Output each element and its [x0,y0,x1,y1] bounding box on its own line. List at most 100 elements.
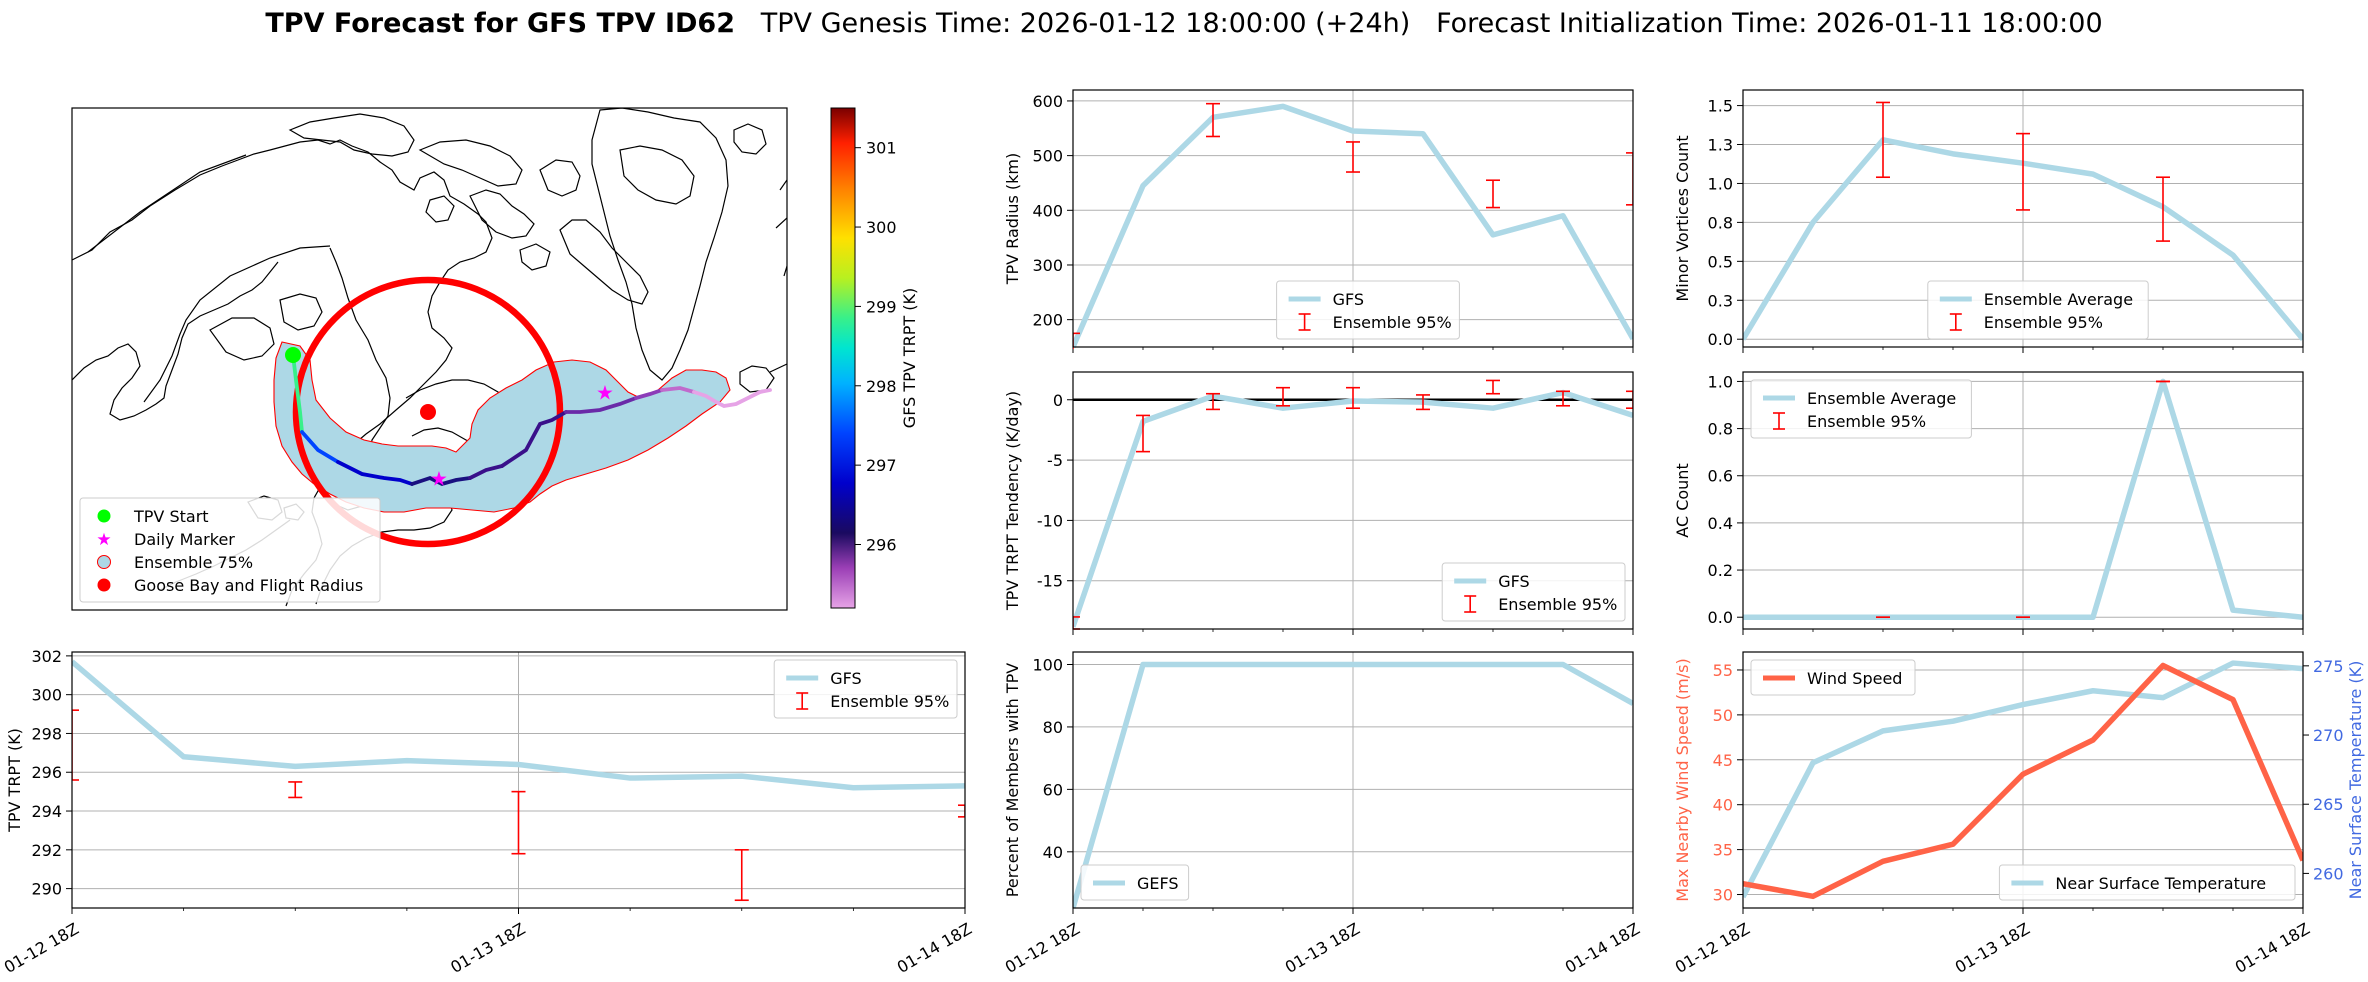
y-axis-label: Max Nearby Wind Speed (m/s) [1673,658,1692,901]
legend-ensemble-label: Ensemble 75% [134,553,253,572]
y-tick-label: 300 [1032,256,1063,275]
y-tick-label: 600 [1032,92,1063,111]
legend: Wind Speed [1750,659,1916,696]
x-tick-label: 01-14 18Z [1562,919,1643,977]
errorbar [288,781,303,799]
errorbar [1876,101,1890,179]
legend-box [1927,280,2149,340]
y-tick-label: 1.3 [1708,136,1733,155]
errorbar [1556,390,1570,407]
y-tick-label: 0.8 [1708,213,1733,232]
legend-label: Ensemble 95% [1807,412,1926,431]
y-tick-label: 298 [31,724,62,743]
arctic-islands-3 [469,189,535,239]
y-tick-label: 1.0 [1708,372,1733,391]
y-axis-label: Minor Vortices Count [1673,135,1692,301]
y-tick-label: -15 [1037,572,1063,591]
legend-box [1441,562,1626,622]
y-tick-label: 0.0 [1708,330,1733,349]
daily-marker-star-1: ★ [430,467,448,491]
title-genesis: TPV Genesis Time: 2026-01-12 18:00:00 (+… [760,8,1411,39]
map-frame [71,107,788,611]
colorbar-tick-label: 297 [866,456,897,475]
x-tick-label: 01-13 18Z [1282,919,1363,977]
y-tick-label: 0.5 [1708,252,1733,271]
colorbar-ticks: 296 297 298 299 300 301 [855,139,897,555]
y-tick-label: 290 [31,880,62,899]
errorbar [1206,102,1220,138]
plot-frame [1742,651,2304,909]
track-seg-1 [291,353,304,434]
legend-label: GFS [1333,290,1364,309]
arctic-islands-4 [539,159,581,197]
colorbar-tick-label: 299 [866,297,897,316]
y-tick-label: 45 [1713,751,1733,770]
legend-daily-marker-icon: ★ [96,530,111,550]
iceland-2 [739,365,775,393]
legend: GFS Ensemble 95% [1441,562,1626,622]
y-tick-label: 1.5 [1708,97,1733,116]
colorbar-tick-label: 300 [866,218,897,237]
arctic-islands-1 [288,113,415,157]
y-tick-label: 200 [1032,311,1063,330]
chart-tendency: 0 -5 -10 -15 TPV TRPT Tendency (K/day) GFS Ens… [1003,371,1634,635]
legend-label: Ensemble Average [1807,389,1956,408]
errorbar [511,790,526,855]
map-legend-box [79,497,381,603]
y-tick-label: 60 [1043,780,1063,799]
y-tick-label: 100 [1032,655,1063,674]
legend-label: GFS [1498,572,1529,591]
colorbar-tick-label: 296 [866,536,897,555]
y-tick-label: 40 [1713,796,1733,815]
colorbar [830,107,856,609]
title-bold: TPV Forecast for GFS TPV ID62 [265,8,735,39]
plot-content [1073,379,1633,630]
legend-tpv-start-icon [97,509,111,523]
errorbar [1416,394,1430,411]
plot-frame [71,651,966,909]
y-axis-label: Percent of Members with TPV [1003,663,1022,897]
goose-bay-marker [420,404,436,420]
legend-tpv-start-label: TPV Start [133,507,209,526]
x-tick-label: 01-13 18Z [447,919,528,977]
track-seg-2 [300,430,340,464]
track-seg-4 [410,475,472,487]
plot-frame [1072,651,1634,909]
arctic-islands-2 [418,139,523,187]
baffin-island [559,219,649,305]
legend: GFS Ensemble 95% [1276,280,1460,340]
y-tick-label: 40 [1043,843,1063,862]
legend-goose-bay-icon [97,578,111,592]
flight-radius-circle [292,276,564,548]
canada-interior-1 [209,317,275,361]
chart-ac: 0.0 0.2 0.4 0.6 0.8 1.0 AC Count Ensemble Avera… [1673,371,2304,635]
figure-title: TPV Forecast for GFS TPV ID62 TPV Genesi… [0,4,2368,44]
colorbar-label: GFS TPV TRPT (K) [900,288,919,428]
chart-minor: 0.0 0.3 0.5 0.8 1.0 1.3 1.5 Minor Vortices Coun… [1673,89,2304,353]
y-tick-label: 55 [1713,661,1733,680]
alaska-west [72,261,279,421]
y-tick-label: 0.8 [1708,420,1733,439]
legend-daily-marker-label: Daily Marker [134,530,235,549]
daily-marker-star-2: ★ [596,381,614,405]
greenland [591,108,729,381]
plot-content [1073,102,1633,349]
greenland-inner [619,145,695,205]
y-tick-label: 0.2 [1708,561,1733,580]
y-axis-label: TPV TRPT (K) [5,728,24,833]
x-tick-label: 01-12 18Z [1672,919,1753,977]
legend: Near Surface Temperature [1998,864,2296,901]
y-tick-label: 1.0 [1708,174,1733,193]
legend: Ensemble Average Ensemble 95% [1750,379,1972,439]
tpv-track [291,353,772,487]
errorbar [1486,379,1500,395]
legend: GEFS [1080,864,1190,901]
y-axis-label: AC Count [1673,463,1692,537]
arctic-islands-6 [519,243,551,271]
legend-label: Ensemble 95% [1498,595,1617,614]
canada-interior-2 [279,293,323,331]
track-seg-3 [336,460,414,486]
errorbar [2156,176,2170,242]
